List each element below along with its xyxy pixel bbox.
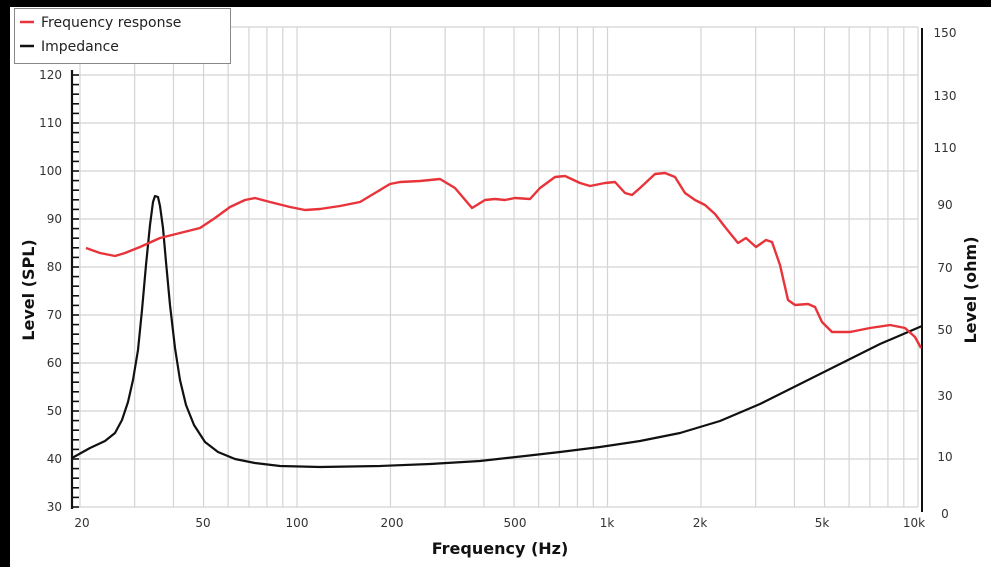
right-y-axis-title: Level (ohm) [961,236,980,343]
right-y-tick-label: 10 [937,450,952,464]
right-y-tick-label: 130 [934,89,957,103]
left-y-tick-label: 60 [47,356,62,370]
left-y-tick-label: 30 [47,500,62,514]
right-y-tick-label: 50 [937,323,952,337]
right-y-tick-label: 110 [934,141,957,155]
x-tick-label: 500 [504,516,527,530]
legend-label-frequency-response: Frequency response [41,15,181,31]
x-tick-label: 2k [693,516,708,530]
left-y-axis-title: Level (SPL) [19,239,38,340]
x-tick-label: 20 [74,516,89,530]
right-y-axis-tick-labels: 150 130 110 90 70 50 30 10 0 [934,26,957,521]
legend: Frequency response Impedance [14,8,231,64]
left-y-tick-label: 80 [47,260,62,274]
left-y-tick-label: 120 [39,68,62,82]
left-y-tick-label: 40 [47,452,62,466]
x-tick-label: 5k [815,516,830,530]
left-y-tick-label: 50 [47,404,62,418]
left-y-tick-label: 70 [47,308,62,322]
left-y-tick-label: 90 [47,212,62,226]
x-tick-label: 1k [600,516,615,530]
left-y-tick-label: 110 [39,116,62,130]
right-y-tick-label: 70 [937,261,952,275]
left-y-axis [70,70,79,509]
right-y-tick-label: 150 [934,26,957,40]
right-y-tick-label: 90 [937,198,952,212]
grid [74,26,919,508]
left-y-tick-label: 100 [39,164,62,178]
x-tick-label: 50 [195,516,210,530]
frequency-response-series-line [85,171,923,349]
x-axis-title: Frequency (Hz) [432,539,569,558]
right-y-tick-label: 30 [937,389,952,403]
impedance-series-line [71,194,923,469]
legend-box [14,8,231,64]
x-tick-label: 200 [381,516,404,530]
right-y-tick-label: 0 [941,507,949,521]
x-tick-label: 100 [286,516,309,530]
x-axis-tick-labels: 20 50 100 200 500 1k 2k 5k 10k [74,516,925,530]
left-y-axis-tick-labels: 120 110 100 90 80 70 60 50 40 30 [39,68,62,514]
legend-label-impedance: Impedance [41,39,119,55]
x-tick-label: 10k [903,516,925,530]
